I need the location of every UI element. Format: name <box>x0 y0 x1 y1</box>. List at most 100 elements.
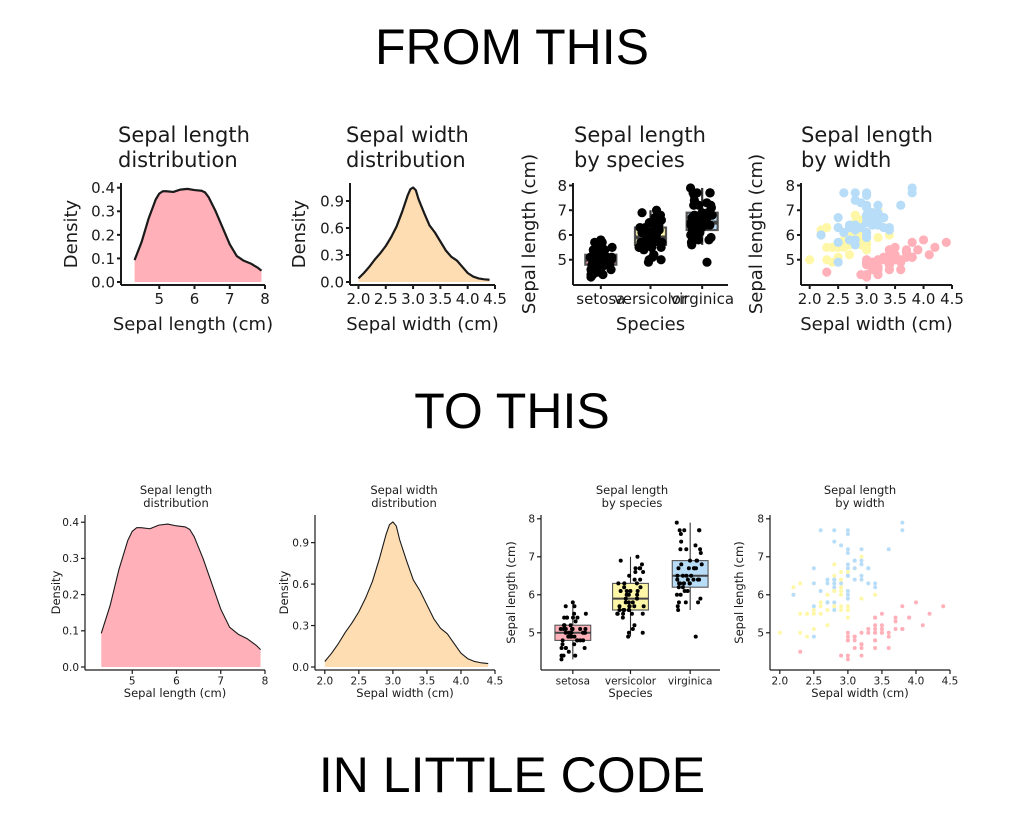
bottom-sl-species-title-line-2: by species <box>602 496 663 510</box>
top-sl-by-width-x-tick-label: 2.5 <box>826 290 850 308</box>
bottom-sl-species-point-versicolor <box>638 566 643 571</box>
bottom-sl-dist-y-tick-label: 0.3 <box>62 553 79 565</box>
bottom-sl-dist-title-line-1: Sepal length <box>140 483 212 497</box>
bottom-sl-species-point-setosa <box>559 657 564 662</box>
bottom-sl-species-point-setosa <box>568 623 573 628</box>
top-sl-species-y-tick-label: 7 <box>557 202 567 220</box>
top-sl-by-width-point-virginica <box>873 200 883 210</box>
bottom-sl-by-width-point-setosa <box>927 611 932 616</box>
bottom-sl-species-point-versicolor <box>641 570 646 574</box>
bottom-sl-by-width-point-versicolor <box>811 627 816 631</box>
bottom-sl-by-width-point-virginica <box>825 577 830 582</box>
bottom-sl-dist-y-tick-label: 0.1 <box>62 626 79 638</box>
top-sl-species-point-virginica <box>702 257 712 267</box>
top-sw-dist-y-tick-label: 0.9 <box>320 192 344 210</box>
bottom-sl-species-point-virginica <box>678 532 683 536</box>
bottom-sl-species-point-versicolor <box>638 585 643 590</box>
top-sl-species-point-setosa <box>607 242 617 252</box>
top-sw-dist-x-tick-label: 4.0 <box>456 290 480 308</box>
top-sl-dist-density-line <box>133 187 263 272</box>
bottom-sl-species-point-virginica <box>695 577 700 582</box>
top-sl-by-width-y-axis-label: Sepal length (cm) <box>746 154 767 314</box>
bottom-sw-dist-title-line-2: distribution <box>371 496 437 510</box>
top-sl-species-point-virginica <box>687 225 697 235</box>
bottom-sl-species-point-setosa <box>558 627 563 631</box>
top-sl-by-width-point-virginica <box>833 257 843 267</box>
bottom-sl-dist-y-tick-label: 0.4 <box>62 517 79 529</box>
top-sl-by-width-point-virginica <box>850 195 860 205</box>
bottom-sl-dist-x-tick-label: 7 <box>217 676 224 688</box>
top-sl-by-width-x-tick-label: 3.0 <box>855 290 879 308</box>
bottom-sl-by-width-point-versicolor <box>845 570 850 574</box>
bottom-sl-species-point-virginica <box>676 585 681 590</box>
bottom-sl-by-width-point-setosa <box>845 638 850 643</box>
bottom-sl-by-width-point-virginica <box>845 589 850 593</box>
top-sl-species-point-versicolor <box>637 208 647 218</box>
top-sl-dist-title-line-1: Sepal length <box>118 123 250 147</box>
bottom-sl-by-width-point-virginica <box>811 634 816 639</box>
bottom-sl-species-point-setosa <box>559 653 564 658</box>
bottom-sl-species-point-virginica <box>693 634 698 639</box>
bottom-sl-species-y-axis-label: Sepal length (cm) <box>504 541 518 643</box>
bottom-sl-by-width-point-setosa <box>873 630 878 635</box>
bottom-sw-dist-x-tick-label: 3.0 <box>385 676 402 688</box>
top-sl-by-width-x-tick-label: 4.5 <box>940 290 964 308</box>
bottom-sl-species-point-virginica <box>694 558 699 563</box>
bottom-sl-by-width-point-versicolor <box>839 589 844 593</box>
top-sw-dist-x-tick-label: 2.5 <box>374 290 398 308</box>
bottom-sl-by-width-point-setosa <box>893 615 898 620</box>
top-sl-by-width-point-virginica <box>850 222 860 233</box>
top-sl-by-width-point-setosa <box>901 247 912 257</box>
bottom-sl-by-width-x-axis-label: Sepal width (cm) <box>811 686 908 700</box>
bottom-sl-species-point-virginica <box>698 551 703 555</box>
top-sl-by-width-title-line-2: by width <box>801 148 891 172</box>
bottom-sl-species-point-setosa <box>568 630 573 635</box>
top-sw-dist-x-axis-label: Sepal width (cm) <box>346 314 499 335</box>
top-sl-dist-title-line-2: distribution <box>118 148 238 172</box>
bottom-sl-by-width-point-setosa <box>873 638 878 643</box>
top-sw-dist-x-tick-label: 3.0 <box>401 290 425 308</box>
bottom-sl-dist-density-area <box>101 524 261 667</box>
top-sl-by-width-x-tick-label: 2.0 <box>798 290 822 308</box>
bottom-sl-by-width-point-virginica <box>900 520 905 525</box>
top-sw-dist-title-line-2: distribution <box>346 148 466 172</box>
bottom-sl-species-point-setosa <box>572 611 577 616</box>
bottom-sl-species-point-versicolor <box>635 592 640 597</box>
bottom-sl-species-point-versicolor <box>615 611 620 616</box>
bottom-sl-by-width-point-versicolor <box>798 630 803 635</box>
bottom-sl-species-point-versicolor <box>633 566 638 571</box>
bottom-sl-by-width-point-virginica <box>859 558 864 563</box>
bottom-sl-species-point-versicolor <box>640 630 645 635</box>
bottom-sl-species-point-virginica <box>677 581 682 586</box>
bottom-sl-by-width-x-tick-label: 3.0 <box>840 676 857 688</box>
bottom-sl-species-point-setosa <box>563 627 568 631</box>
bottom-sl-species-point-versicolor <box>630 600 635 605</box>
top-sl-by-width-point-versicolor <box>805 255 815 265</box>
bottom-sl-species-point-setosa <box>563 604 568 609</box>
bottom-sl-species-point-versicolor <box>626 634 631 639</box>
top-sl-by-width-point-setosa <box>873 265 883 275</box>
bottom-sl-by-width-y-axis-label: Sepal length (cm) <box>732 541 746 643</box>
top-sl-species-point-versicolor <box>654 225 664 235</box>
bottom-sl-species-point-setosa <box>583 627 588 631</box>
bottom-sl-species-point-setosa <box>578 627 583 631</box>
bottom-sl-species-point-versicolor <box>641 604 646 609</box>
bottom-sl-by-width-point-setosa <box>852 646 857 650</box>
top-sl-species-point-versicolor <box>642 227 652 238</box>
bottom-sl-by-width-point-virginica <box>852 558 857 563</box>
top-sl-by-width-point-virginica <box>862 188 872 198</box>
top-sl-species-point-setosa <box>590 265 600 275</box>
bottom-sl-species-point-setosa <box>573 653 578 658</box>
top-sw-dist-density-area <box>358 187 490 282</box>
bottom-sl-by-width-point-versicolor <box>805 634 810 639</box>
bottom-sl-species-point-virginica <box>674 592 679 597</box>
top-sl-by-width-point-setosa <box>822 267 832 277</box>
bottom-sl-by-width-point-virginica <box>832 600 837 605</box>
bottom-sl-species-point-versicolor <box>630 627 635 631</box>
bottom-sl-species-point-virginica <box>698 547 703 552</box>
bottom-sl-by-width-point-setosa <box>879 623 884 628</box>
bottom-sl-species-point-setosa <box>573 619 578 624</box>
bottom-sl-species-point-virginica <box>676 608 681 612</box>
bottom-sl-by-width-point-virginica <box>900 528 905 533</box>
top-sl-species-x-tick-label: virginica <box>670 290 734 308</box>
